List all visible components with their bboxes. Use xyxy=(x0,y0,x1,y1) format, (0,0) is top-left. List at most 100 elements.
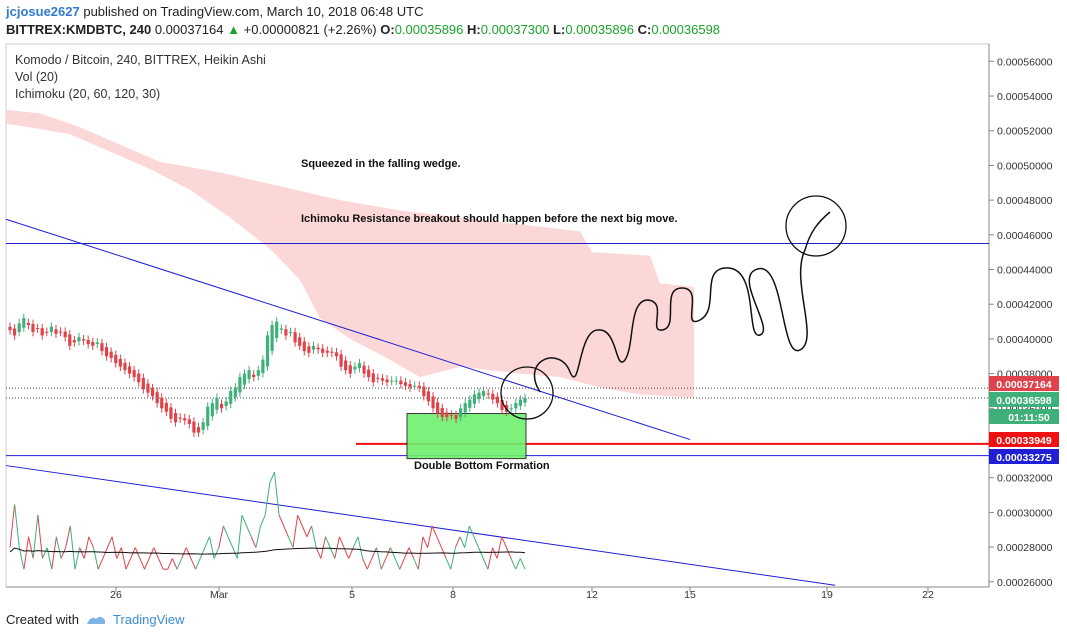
candle-body xyxy=(344,360,348,371)
candle-body xyxy=(288,331,293,333)
candle-body xyxy=(514,403,518,409)
candle-body xyxy=(390,380,394,382)
volume-segment xyxy=(380,558,387,570)
projected-path-drawing xyxy=(533,211,831,393)
candle-body xyxy=(54,329,58,334)
volume-segment xyxy=(325,536,331,548)
volume-segment xyxy=(241,515,248,527)
volume-segment xyxy=(139,558,146,570)
high-label: H: xyxy=(467,22,481,37)
volume-segment xyxy=(515,558,521,570)
candle-body xyxy=(477,392,481,400)
volume-segment xyxy=(454,536,461,548)
change-arrow-icon: ▲ xyxy=(227,22,240,37)
x-tick-label: 26 xyxy=(110,589,122,601)
volume-segment xyxy=(464,525,470,548)
volume-segment xyxy=(218,525,224,548)
candle-body xyxy=(353,366,357,370)
candle-body xyxy=(265,335,270,367)
candle-body xyxy=(201,422,205,430)
volume-segment xyxy=(431,525,438,537)
volume-segment xyxy=(311,525,317,548)
volume-segment xyxy=(190,558,197,570)
volume-segment xyxy=(385,547,391,559)
candle-body xyxy=(468,399,472,408)
volume-segment xyxy=(144,558,150,570)
candle-body xyxy=(141,377,145,390)
candle-body xyxy=(224,401,228,407)
volume-segment xyxy=(487,547,494,570)
volume-segment xyxy=(227,536,234,548)
candle-body xyxy=(210,403,214,417)
price-label-bg xyxy=(989,392,1059,407)
volume-segment xyxy=(42,547,48,559)
price-label: 01:11:50 xyxy=(1008,412,1050,424)
candle-body xyxy=(454,414,458,419)
candle-body xyxy=(91,342,95,346)
volume-segment xyxy=(176,558,183,570)
double-bottom-box xyxy=(406,413,527,460)
candle-body xyxy=(104,347,109,357)
candle-body xyxy=(275,321,279,338)
y-tick-label: 0.00052000 xyxy=(997,126,1053,138)
volume-segment xyxy=(357,536,364,559)
candle-body xyxy=(279,328,283,330)
volume-segment xyxy=(450,547,456,570)
volume-segment xyxy=(204,536,210,548)
volume-segment xyxy=(14,504,20,548)
tradingview-link[interactable]: TradingView xyxy=(112,612,185,627)
candle-body xyxy=(242,373,247,385)
publish-text: published on TradingView.com, March 10, … xyxy=(83,4,424,19)
volume-segment xyxy=(283,525,289,537)
volume-segment xyxy=(181,547,187,559)
volume-segment xyxy=(199,547,206,559)
volume-segment xyxy=(505,547,512,559)
candle-body xyxy=(45,331,49,333)
volume-segment xyxy=(394,558,401,570)
volume-segment xyxy=(74,547,81,570)
volume-segment xyxy=(334,536,340,559)
candle-body xyxy=(164,402,168,412)
candle-body xyxy=(284,329,288,336)
candle-body xyxy=(81,339,86,341)
candle-body xyxy=(146,383,150,393)
candle-body xyxy=(26,322,30,326)
volume-segment xyxy=(473,536,480,548)
low-value: 0.00035896 xyxy=(565,22,635,37)
volume-segment xyxy=(120,547,127,570)
candle-body xyxy=(472,394,477,404)
candle-body xyxy=(426,391,431,402)
candle-body xyxy=(8,326,12,331)
annotation-double-bottom: Double Bottom Formation xyxy=(414,460,550,472)
volume-segment xyxy=(246,525,252,537)
footer: Created with TradingView xyxy=(6,612,185,627)
candle-body xyxy=(109,351,113,359)
y-tick-label: 0.00042000 xyxy=(997,299,1053,311)
candle-body xyxy=(95,342,99,344)
candle-body xyxy=(132,370,136,378)
volume-segment xyxy=(79,547,85,559)
author-link[interactable]: jcjosue2627 xyxy=(6,4,80,19)
candle-body xyxy=(491,393,495,400)
candle-body xyxy=(302,341,306,352)
candle-body xyxy=(394,380,398,382)
candle-body xyxy=(196,427,201,433)
candle-body xyxy=(206,406,210,427)
x-tick-label: 19 xyxy=(821,589,833,601)
volume-segment xyxy=(255,525,262,548)
candle-body xyxy=(118,359,122,367)
open-value: 0.00035896 xyxy=(394,22,464,37)
candle-body xyxy=(380,378,385,381)
target-circle xyxy=(785,195,847,257)
volume-segment xyxy=(69,525,76,570)
x-tick-label: 15 xyxy=(684,589,696,601)
candle-body xyxy=(431,396,435,409)
volume-segment xyxy=(320,536,326,559)
candle-body xyxy=(334,352,339,357)
last-price: 0.00037164 xyxy=(154,22,224,37)
candle-body xyxy=(123,362,127,371)
y-tick-label: 0.00050000 xyxy=(997,160,1053,172)
candle-body xyxy=(127,366,132,374)
volume-segment xyxy=(278,515,285,527)
